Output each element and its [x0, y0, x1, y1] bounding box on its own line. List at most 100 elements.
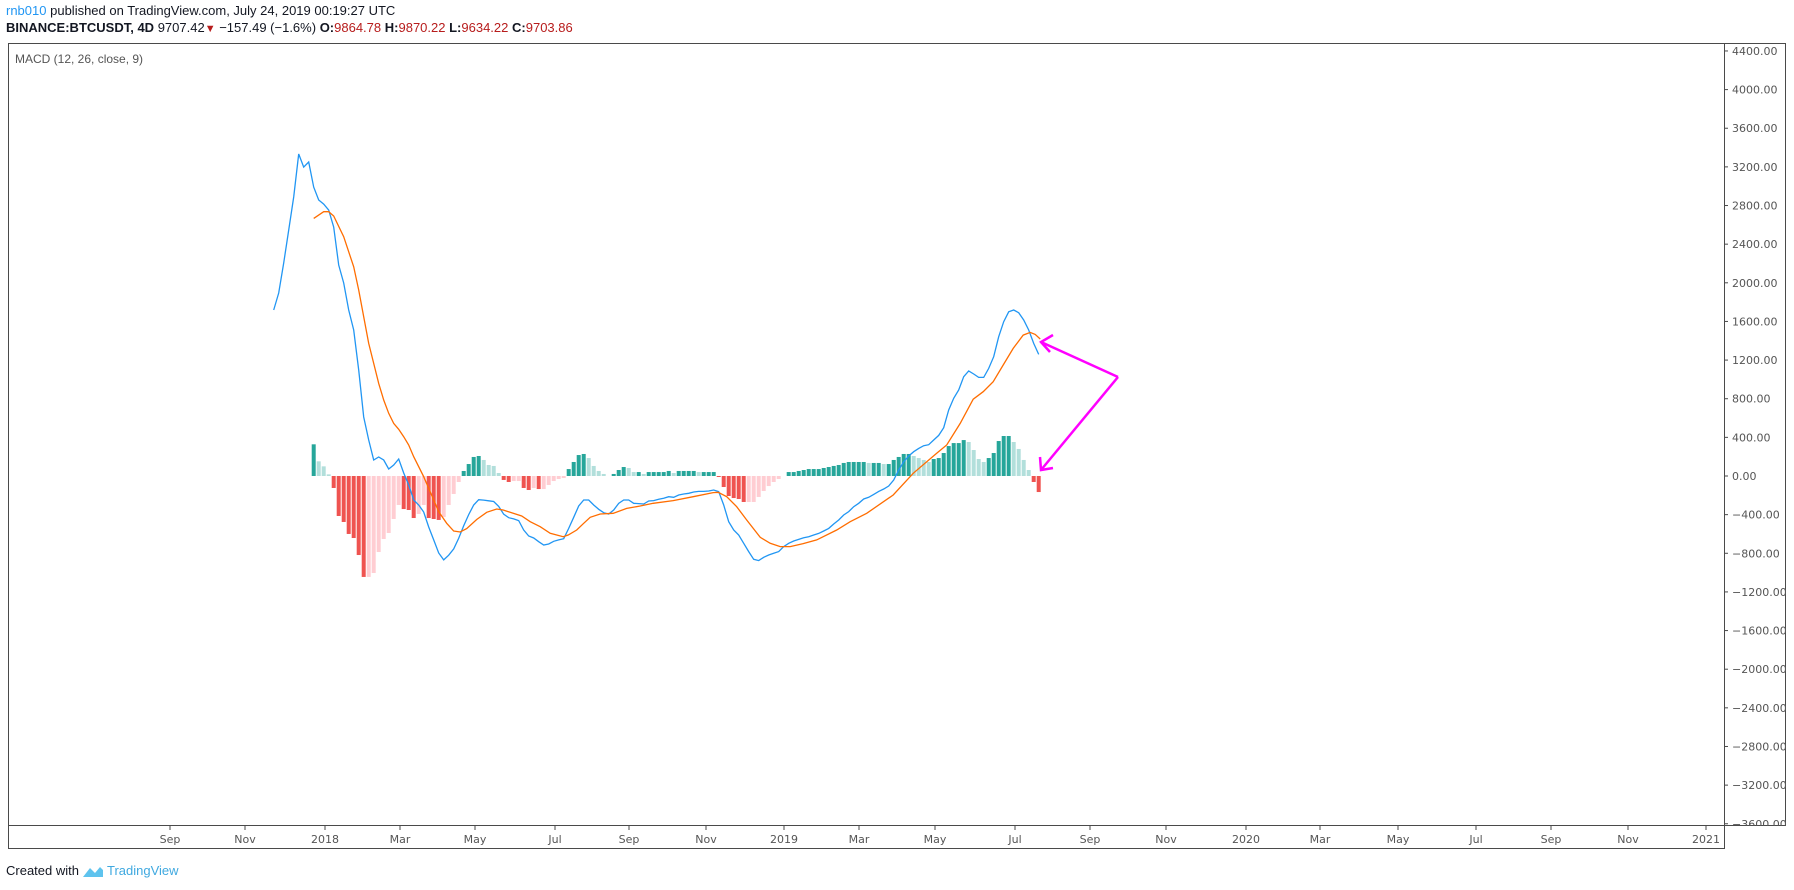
histogram-bar: [351, 476, 356, 539]
tradingview-link[interactable]: TradingView: [106, 863, 179, 878]
histogram-bar: [681, 470, 686, 476]
histogram-bar: [881, 464, 886, 476]
close-value: 9703.86: [525, 20, 573, 35]
histogram-bar: [486, 464, 491, 476]
y-tick-label: 400.00: [1732, 431, 1771, 444]
histogram-bar: [326, 474, 331, 476]
histogram-bar: [661, 472, 666, 476]
histogram-bar: [791, 472, 796, 476]
histogram-bar: [901, 453, 906, 476]
y-tick-label: 2800.00: [1732, 200, 1778, 213]
histogram-bar: [851, 461, 856, 476]
histogram-bar: [726, 476, 731, 496]
histogram-bar: [786, 472, 791, 476]
histogram-bar: [766, 476, 771, 487]
indicator-title[interactable]: MACD (12, 26, close, 9): [15, 52, 144, 66]
histogram-bar: [651, 472, 656, 476]
histogram-bar: [961, 440, 966, 476]
x-tick-label: Nov: [1155, 833, 1177, 846]
histogram-bar: [381, 476, 386, 539]
histogram-bar: [396, 476, 401, 505]
x-tick-label: 2020: [1232, 833, 1260, 846]
histogram-bar: [336, 476, 341, 516]
histogram-bar: [971, 450, 976, 476]
histogram-bar: [416, 476, 421, 514]
x-tick-label: 2019: [770, 833, 798, 846]
histogram-bar: [731, 476, 736, 499]
histogram-bar: [631, 472, 636, 476]
histogram-bar: [821, 467, 826, 476]
histogram-bar: [856, 461, 861, 476]
y-tick-label: −2000.00: [1732, 663, 1787, 676]
histogram-bar: [551, 476, 556, 482]
histogram-bar: [941, 453, 946, 476]
histogram-bar: [346, 476, 351, 534]
chart-pane[interactable]: [8, 43, 1786, 849]
author-link[interactable]: rnb010: [6, 3, 47, 18]
arrow-to-crossover: [1040, 340, 1119, 379]
histogram-bar: [541, 476, 546, 490]
histogram-bar: [536, 476, 541, 490]
histogram-bar: [576, 455, 581, 476]
x-tick-label: Nov: [695, 833, 717, 846]
histogram-bar: [706, 472, 711, 476]
histogram-bar: [996, 441, 1001, 476]
histogram-bar: [846, 461, 851, 476]
triangle-down-icon: ▼: [204, 23, 216, 35]
macd-line: [273, 153, 1040, 562]
histogram-bar: [476, 456, 481, 476]
histogram-bar: [496, 473, 501, 476]
histogram-bar: [321, 466, 326, 476]
x-tick-label: Sep: [1541, 833, 1562, 846]
histogram-bar: [371, 476, 376, 573]
histogram-bar: [441, 476, 446, 517]
histogram-bar: [861, 461, 866, 476]
y-tick-label: 1200.00: [1732, 354, 1778, 367]
histogram-bar: [816, 469, 821, 476]
price-axis[interactable]: 4400.00 4000.00 3600.00 3200.00 2800.00 2400.…: [1724, 45, 1787, 849]
histogram-bar: [911, 456, 916, 476]
x-tick-label: Mar: [390, 833, 411, 846]
histogram-bar: [426, 476, 431, 519]
histogram-bar: [801, 470, 806, 476]
histogram-bar: [701, 472, 706, 476]
x-tick-label: Jul: [1468, 833, 1482, 846]
y-tick-label: 800.00: [1732, 393, 1771, 406]
x-tick-label: Nov: [234, 833, 256, 846]
histogram-bar: [676, 470, 681, 476]
histogram-bar: [471, 456, 476, 476]
histogram-bar: [601, 473, 606, 476]
histogram-bar: [906, 453, 911, 476]
y-tick-label: −1200.00: [1732, 586, 1787, 599]
histogram-bar: [391, 476, 396, 519]
histogram-bar: [896, 456, 901, 476]
histogram-bar: [991, 453, 996, 476]
histogram-bar: [886, 464, 891, 476]
y-tick-label: −1600.00: [1732, 625, 1787, 638]
histogram-bar: [366, 476, 371, 577]
histogram-bar: [461, 470, 466, 476]
histogram-bar: [966, 441, 971, 476]
histogram-bar: [936, 458, 941, 476]
histogram-bar: [1016, 448, 1021, 476]
histogram-bar: [586, 458, 591, 476]
histogram-bar: [341, 476, 346, 522]
low-label: L:: [449, 20, 462, 35]
low-value: 9634.22: [461, 20, 509, 35]
histogram-bar: [976, 458, 981, 476]
histogram-bar: [446, 476, 451, 505]
time-axis[interactable]: Sep Nov 2018 Mar May Jul Sep Nov 2019 Mar May Jul Se…: [160, 826, 1720, 846]
time-axis-divider: [8, 825, 1786, 826]
annotation-arrows[interactable]: [1038, 333, 1119, 472]
y-tick-label: −2400.00: [1732, 702, 1787, 715]
high-value: 9870.22: [398, 20, 446, 35]
histogram-bar: [721, 476, 726, 488]
y-tick-label: 0.00: [1732, 470, 1757, 483]
histogram-bar: [891, 459, 896, 476]
x-tick-label: May: [1387, 833, 1410, 846]
histogram-bar: [546, 476, 551, 485]
histogram-bar: [771, 476, 776, 482]
open-value: 9864.78: [334, 20, 382, 35]
x-tick-label: May: [924, 833, 947, 846]
